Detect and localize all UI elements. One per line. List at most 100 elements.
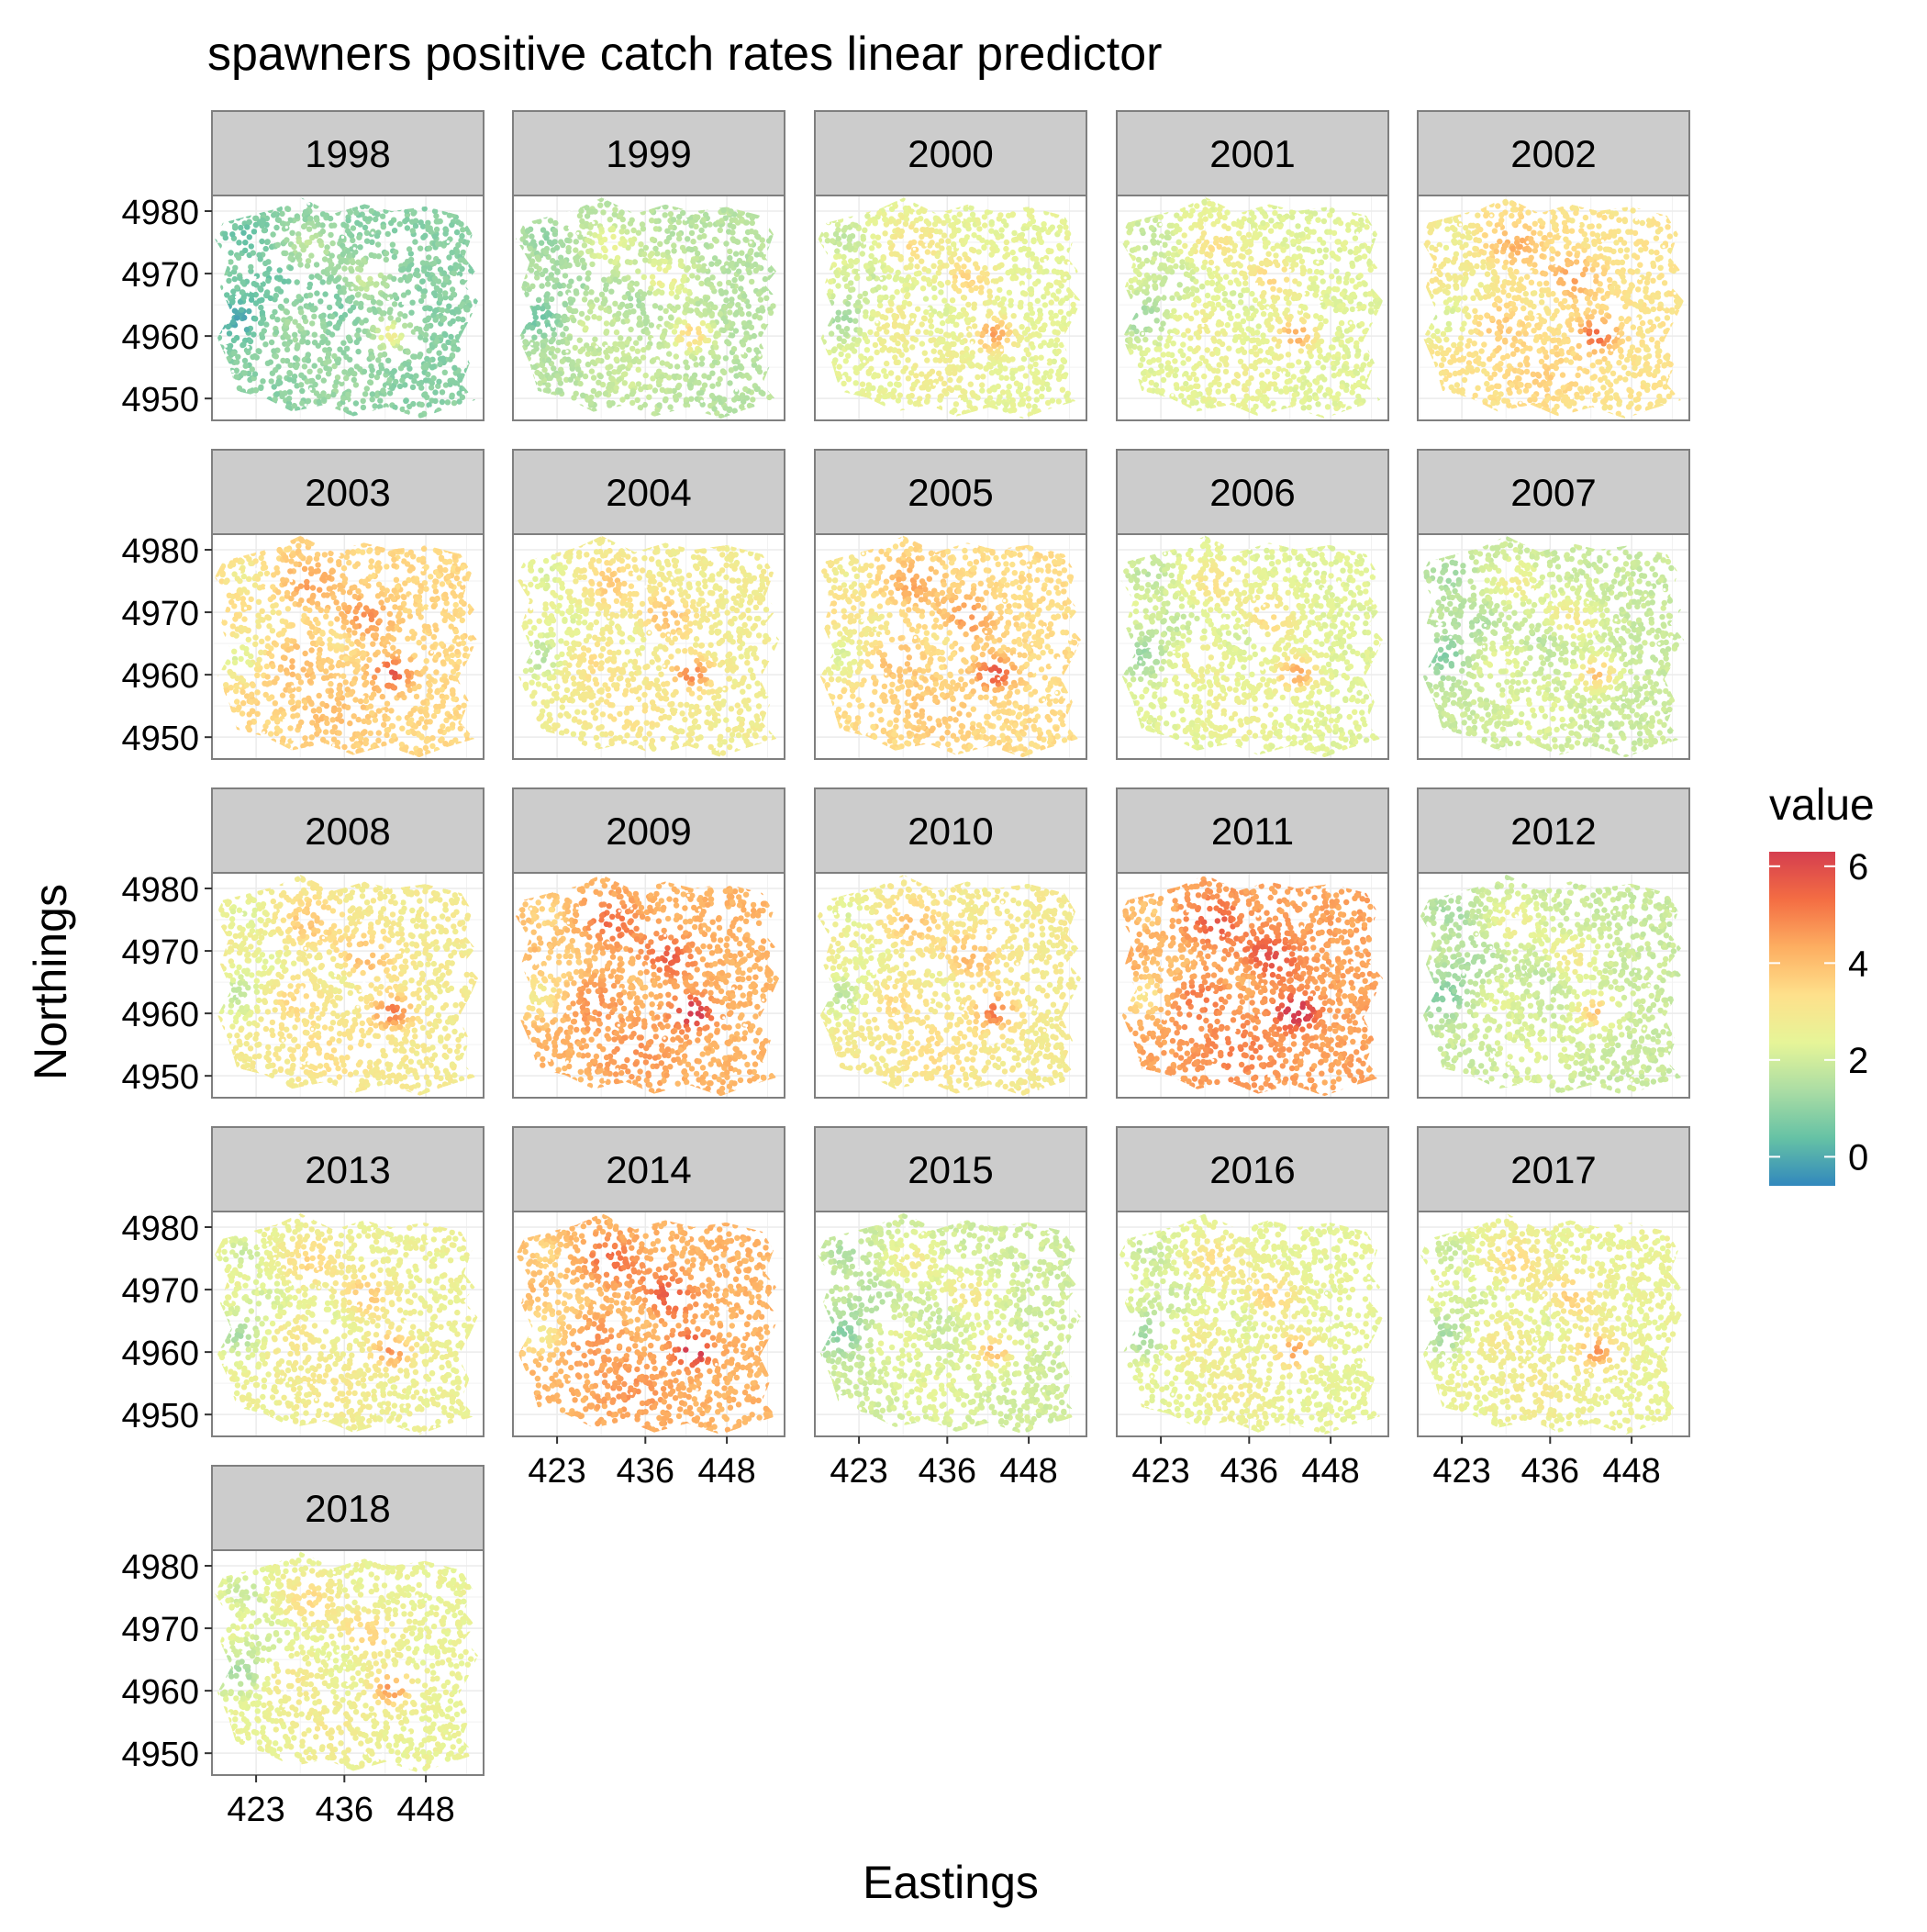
- facet-panel-2001: 2001: [1114, 111, 1391, 423]
- facet-plot-area: 4950 4960 4970 4980: [121, 531, 485, 762]
- y-tick-label: 4970: [121, 933, 199, 972]
- y-tick-label: 4970: [121, 256, 199, 295]
- legend-tick-label: 4: [1848, 944, 1868, 984]
- facet-strip-label: 2005: [908, 471, 993, 514]
- facet-strip-label: 2011: [1211, 810, 1294, 853]
- y-tick-label: 4980: [121, 532, 199, 571]
- y-tick-label: 4970: [121, 1611, 199, 1649]
- facet-panel-2008: 2008 4950 4960 4970 4980: [121, 788, 486, 1100]
- facet-plot-area: [1415, 870, 1692, 1100]
- y-tick-label: 4950: [121, 381, 199, 419]
- legend: value 0 2 4 6: [1769, 781, 1875, 1186]
- facet-plot-area: [510, 193, 787, 423]
- y-tick-label: 4970: [121, 1272, 199, 1311]
- x-tick-label: 436: [617, 1452, 674, 1491]
- x-tick-label: 423: [528, 1452, 585, 1491]
- facet-panel-2004: 2004: [510, 450, 787, 762]
- x-tick-label: 448: [1301, 1452, 1359, 1491]
- y-tick-label: 4980: [121, 194, 199, 232]
- facet-panel-2000: 2000: [813, 111, 1090, 423]
- x-tick-label: 436: [316, 1791, 373, 1829]
- y-tick-label: 4950: [121, 1058, 199, 1097]
- x-tick-label: 423: [1131, 1452, 1189, 1491]
- facet-strip-label: 2010: [908, 810, 993, 853]
- facet-plot-area: [1114, 870, 1391, 1100]
- facet-plot-area: [813, 193, 1090, 423]
- x-tick-label: 436: [1521, 1452, 1579, 1491]
- facet-plot-area: 4950 4960 4970 4980: [121, 870, 486, 1100]
- facet-strip-label: 2002: [1510, 132, 1596, 175]
- facet-panel-1999: 1999: [510, 111, 787, 423]
- y-tick-label: 4950: [121, 1736, 199, 1774]
- facet-strip-label: 2016: [1209, 1148, 1295, 1191]
- y-tick-label: 4960: [121, 996, 199, 1034]
- y-axis-title: Northings: [25, 884, 76, 1080]
- facet-plot-area: 423 436 448: [1415, 1209, 1692, 1491]
- facet-panel-2011: 2011: [1114, 788, 1391, 1100]
- x-tick-label: 423: [830, 1452, 887, 1491]
- legend-tick-label: 0: [1848, 1137, 1868, 1178]
- facet-plot-area: [510, 531, 787, 762]
- facet-plot-area: 423 436 448: [812, 1209, 1089, 1491]
- facet-panel-2005: 2005: [812, 450, 1089, 762]
- x-tick-label: 448: [396, 1791, 454, 1829]
- facet-plot-area: [812, 870, 1089, 1100]
- facet-plot-area: 4950 4960 4970 4980: [121, 193, 486, 423]
- facet-strip-label: 1999: [606, 132, 691, 175]
- legend-title: value: [1769, 781, 1875, 830]
- facet-panel-2009: 2009: [510, 788, 787, 1100]
- y-tick-label: 4980: [121, 871, 199, 910]
- x-axis-title: Eastings: [863, 1857, 1039, 1908]
- x-tick-label: 448: [999, 1452, 1057, 1491]
- legend-tick-label: 2: [1848, 1041, 1868, 1081]
- facet-strip-label: 2014: [606, 1148, 691, 1191]
- y-tick-label: 4970: [121, 595, 199, 633]
- facet-plot-area: [812, 531, 1089, 762]
- facet-panel-2017: 2017 423 436 448: [1415, 1127, 1692, 1491]
- facet-strip-label: 2004: [606, 471, 691, 514]
- facet-plot-area: [1114, 531, 1391, 762]
- facet-panel-2010: 2010: [812, 788, 1089, 1100]
- facet-plot-area: [1114, 193, 1391, 423]
- y-tick-label: 4950: [121, 1397, 199, 1435]
- facet-panel-2007: 2007: [1415, 450, 1692, 762]
- y-tick-label: 4960: [121, 1673, 199, 1712]
- facet-plot-area: [510, 870, 787, 1100]
- facet-plot-area: [1415, 193, 1692, 423]
- facet-strip-label: 2007: [1510, 471, 1596, 514]
- y-tick-label: 4960: [121, 657, 199, 696]
- facet-strip-label: 2013: [305, 1148, 390, 1191]
- facet-strip-label: 2006: [1209, 471, 1295, 514]
- legend-colorbar: [1769, 852, 1835, 1186]
- facet-panel-2014: 2014 423 436 448: [510, 1127, 787, 1491]
- facet-panel-2012: 2012: [1415, 788, 1692, 1100]
- y-tick-label: 4950: [121, 720, 199, 758]
- facet-strip-label: 2008: [305, 810, 390, 853]
- facet-strip-label: 1998: [305, 132, 390, 175]
- facet-strip-label: 2012: [1510, 810, 1596, 853]
- facet-panel-1998: 1998 4950 4960 4970 4980: [121, 111, 486, 423]
- facet-strip-label: 2000: [908, 132, 993, 175]
- facet-plot-area: 423 436 448: [510, 1209, 787, 1491]
- x-tick-label: 448: [1602, 1452, 1660, 1491]
- y-tick-label: 4960: [121, 1335, 199, 1373]
- x-tick-label: 423: [227, 1791, 284, 1829]
- facet-strip-label: 2001: [1209, 132, 1295, 175]
- panel-background: [815, 873, 1086, 1098]
- x-tick-label: 423: [1432, 1452, 1490, 1491]
- facet-panel-2002: 2002: [1415, 111, 1692, 423]
- y-tick-label: 4960: [121, 318, 199, 357]
- facet-strip-label: 2017: [1510, 1148, 1596, 1191]
- x-tick-label: 436: [919, 1452, 976, 1491]
- x-tick-label: 448: [697, 1452, 755, 1491]
- legend-tick-label: 6: [1848, 847, 1868, 888]
